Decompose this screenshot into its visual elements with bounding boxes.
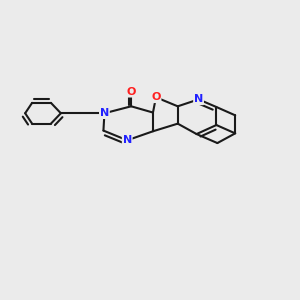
Text: N: N	[194, 94, 203, 104]
Text: N: N	[100, 108, 109, 118]
Text: O: O	[127, 87, 136, 97]
Text: N: N	[123, 135, 132, 145]
Text: O: O	[151, 92, 160, 102]
